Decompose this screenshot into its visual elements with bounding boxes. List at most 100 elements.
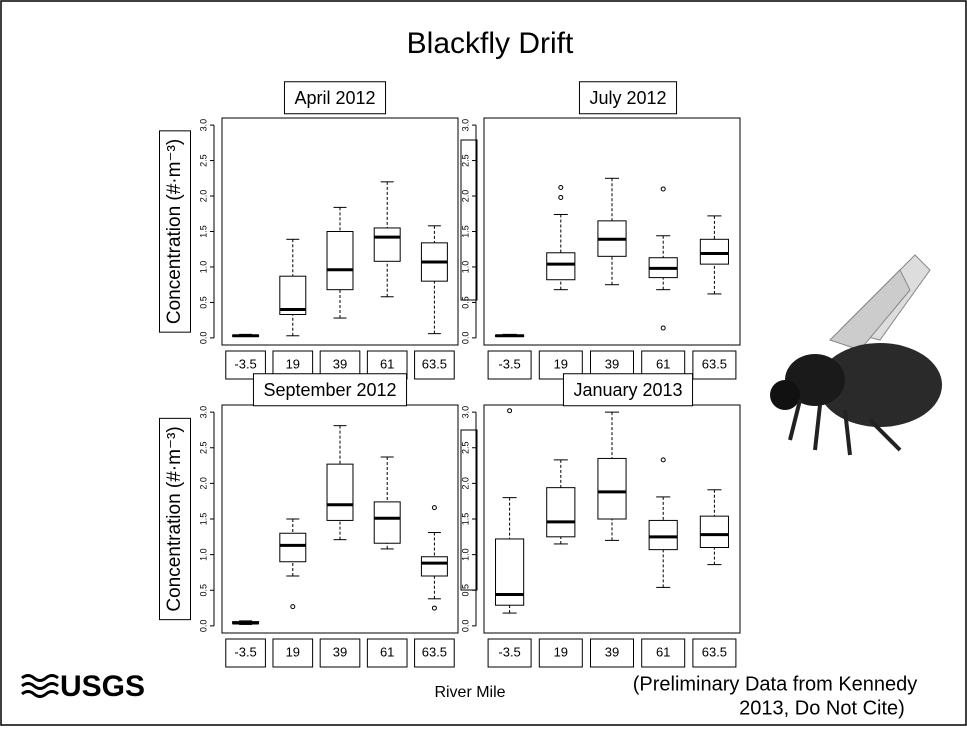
x-tick-label: 61 <box>380 644 394 659</box>
y-tick-label: 0.5 <box>198 296 208 309</box>
outlier <box>431 605 437 611</box>
y-tick-label: 2.5 <box>198 441 208 454</box>
y-tick-label: 0.0 <box>460 332 470 345</box>
note: (Preliminary Data from Kennedy <box>633 673 918 695</box>
x-tick-label: 63.5 <box>422 356 447 371</box>
label-box <box>283 81 387 115</box>
outlier <box>660 325 666 331</box>
y-tick-label: 2.0 <box>198 190 208 203</box>
y-tick-label: 0.5 <box>460 584 470 597</box>
x-tick-label: 61 <box>380 356 394 371</box>
y-tick-label: 2.5 <box>198 154 208 167</box>
y-tick-label: 0.5 <box>460 296 470 309</box>
y-tick-label: 1.5 <box>198 513 208 526</box>
x-tick-box <box>692 638 737 668</box>
label-box <box>159 130 191 333</box>
box <box>326 463 354 521</box>
box <box>546 487 576 538</box>
x-tick-box <box>366 638 408 668</box>
outlier <box>558 185 564 191</box>
x-tick-box <box>692 350 737 380</box>
box <box>699 238 729 265</box>
y-tick-label: 1.0 <box>198 261 208 274</box>
y-tick-label: 0.0 <box>460 620 470 633</box>
x-tick-label: 61 <box>656 644 670 659</box>
box <box>699 515 729 549</box>
box <box>597 457 627 520</box>
x-tick-label: -3.5 <box>498 644 520 659</box>
plot-frame <box>483 117 741 346</box>
fly-illustration <box>770 254 942 456</box>
outlier <box>558 194 564 200</box>
logo-text: USGS <box>60 670 145 703</box>
x-tick-label: 39 <box>605 644 619 659</box>
fly-abdomen <box>818 343 942 427</box>
slide-title: Blackfly Drift <box>407 27 574 60</box>
x-tick-box <box>487 638 532 668</box>
label-box <box>578 81 678 115</box>
logo-waves <box>21 674 59 698</box>
x-tick-label: 19 <box>286 356 300 371</box>
box <box>373 227 401 262</box>
x-tick-box <box>538 638 583 668</box>
y-tick-label: 1.5 <box>198 225 208 238</box>
x-tick-label: -3.5 <box>234 644 256 659</box>
x-tick-box <box>487 350 532 380</box>
fly-thorax <box>785 354 845 406</box>
panel-title: September 2012 <box>263 380 396 400</box>
y-tick-label: 2.0 <box>198 477 208 490</box>
y-tick-label: 3.0 <box>198 119 208 132</box>
x-tick-box <box>272 638 314 668</box>
plot-frame <box>221 117 459 346</box>
y-tick-label: 0.0 <box>198 332 208 345</box>
label-box <box>159 417 191 621</box>
x-tick-box <box>641 638 686 668</box>
y-axis-label: Concentration (#·m⁻³) <box>164 139 185 324</box>
y-tick-label: 0.5 <box>198 584 208 597</box>
y-tick-label: 2.5 <box>460 154 470 167</box>
decor-box <box>460 139 478 301</box>
fly-head <box>770 380 800 410</box>
x-tick-box <box>319 638 361 668</box>
panel-title: July 2012 <box>589 88 666 108</box>
x-tick-box <box>414 638 455 668</box>
y-tick-label: 1.5 <box>460 513 470 526</box>
panel-title: April 2012 <box>294 88 375 108</box>
outlier <box>290 604 296 610</box>
x-tick-box <box>589 638 635 668</box>
panel-title: January 2013 <box>573 380 682 400</box>
box <box>546 252 576 281</box>
y-tick-label: 1.5 <box>460 225 470 238</box>
x-axis-label: River Mile <box>434 684 505 701</box>
decor-box <box>460 429 478 591</box>
x-tick-label: 19 <box>554 644 568 659</box>
x-tick-label: 39 <box>605 356 619 371</box>
outlier <box>660 457 666 463</box>
outlier <box>660 186 666 192</box>
label-box <box>562 373 694 407</box>
y-axis-label: Concentration (#·m⁻³) <box>164 426 185 611</box>
x-tick-label: 63.5 <box>702 644 727 659</box>
y-tick-label: 1.0 <box>460 261 470 274</box>
y-tick-label: 2.5 <box>460 441 470 454</box>
x-tick-label: 39 <box>333 356 347 371</box>
y-tick-label: 0.0 <box>198 620 208 633</box>
box <box>373 501 401 544</box>
label-box <box>252 373 408 407</box>
y-tick-label: 1.0 <box>198 548 208 561</box>
y-tick-label: 3.0 <box>460 119 470 132</box>
fly-wing <box>829 269 911 351</box>
x-tick-box <box>225 638 266 668</box>
logo: USGS <box>21 670 145 703</box>
note: 2013, Do Not Cite) <box>739 697 905 719</box>
x-tick-label: 19 <box>286 644 300 659</box>
x-tick-box <box>414 350 455 380</box>
y-tick-label: 3.0 <box>460 406 470 419</box>
box <box>420 556 448 577</box>
x-tick-label: -3.5 <box>234 356 256 371</box>
x-tick-label: 19 <box>554 356 568 371</box>
x-tick-label: 63.5 <box>422 644 447 659</box>
y-tick-label: 2.0 <box>460 477 470 490</box>
outlier <box>507 408 513 414</box>
